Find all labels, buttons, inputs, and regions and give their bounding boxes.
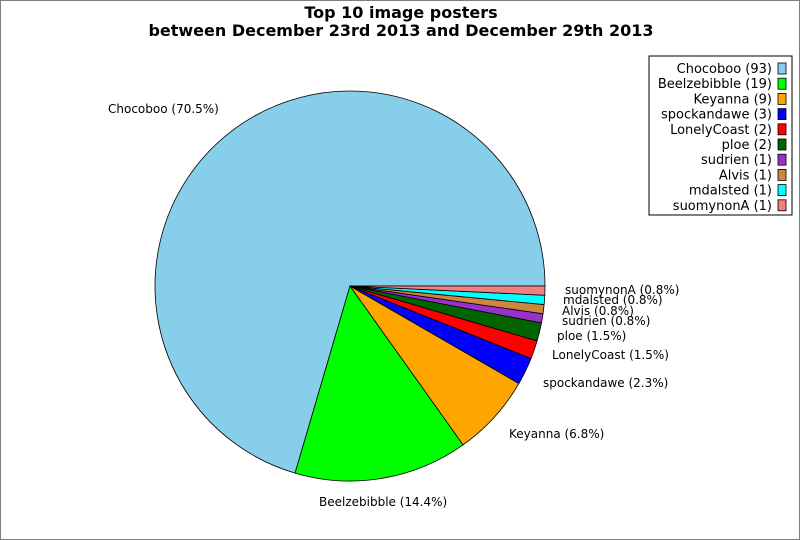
legend-swatch-chocoboo [777,62,787,75]
legend-label-alvis: Alvis (1) [719,168,772,183]
slice-label-keyanna: Keyanna (6.8%) [509,427,604,441]
legend-label-beelzebibble: Beelzebibble (19) [658,77,772,92]
pie-slices [154,90,546,482]
legend-label-mdalsted: mdalsted (1) [689,184,772,199]
slice-label-sudrien: sudrien (0.8%) [562,314,650,328]
slice-label-mdalsted: mdalsted (0.8%) [563,293,663,307]
chart-subtitle: between December 23rd 2013 and December … [148,21,653,40]
legend-swatch-mdalsted [777,184,787,197]
legend-label-ploe: ploe (2) [722,138,772,153]
slice-label-alvis: Alvis (0.8%) [562,304,634,318]
slice-label-spockandawe: spockandawe (2.3%) [543,376,668,390]
slice-label-lonelycoast: LonelyCoast (1.5%) [552,348,669,362]
pie-slice-chocoboo [154,90,546,474]
slice-label-beelzebibble: Beelzebibble (14.4%) [319,495,447,509]
slice-label-chocoboo: Chocoboo (70.5%) [108,102,219,116]
legend-swatch-lonelycoast [777,123,787,136]
legend-swatch-ploe [777,138,787,151]
legend-swatch-sudrien [777,153,787,166]
legend-swatch-suomynona [777,199,787,212]
legend-box [648,55,793,216]
pie-slice-suomynona [349,285,546,296]
slice-label-ploe: ploe (1.5%) [557,329,626,343]
legend-label-keyanna: Keyanna (9) [693,92,772,107]
legend-label-lonelycoast: LonelyCoast (2) [670,123,772,138]
slice-label-suomynona: suomynonA (0.8%) [565,283,679,297]
legend-swatch-keyanna [777,93,787,105]
legend-label-chocoboo: Chocoboo (93) [677,62,772,77]
legend-label-suomynona: suomynonA (1) [673,199,772,214]
slice-labels: Chocoboo (70.5%) Beelzebibble (14.4%) Keya… [108,102,679,509]
chart-title: Top 10 image posters [304,3,497,22]
pie-slice-beelzebibble [294,285,464,482]
legend: Chocoboo (93)Beelzebibble (19)Keyanna (9… [648,55,793,216]
legend-swatch-spockandawe [777,108,787,120]
legend-label-spockandawe: spockandawe (3) [661,108,772,123]
legend-swatch-beelzebibble [777,77,787,90]
legend-label-sudrien: sudrien (1) [701,153,772,168]
legend-swatch-alvis [777,168,787,181]
